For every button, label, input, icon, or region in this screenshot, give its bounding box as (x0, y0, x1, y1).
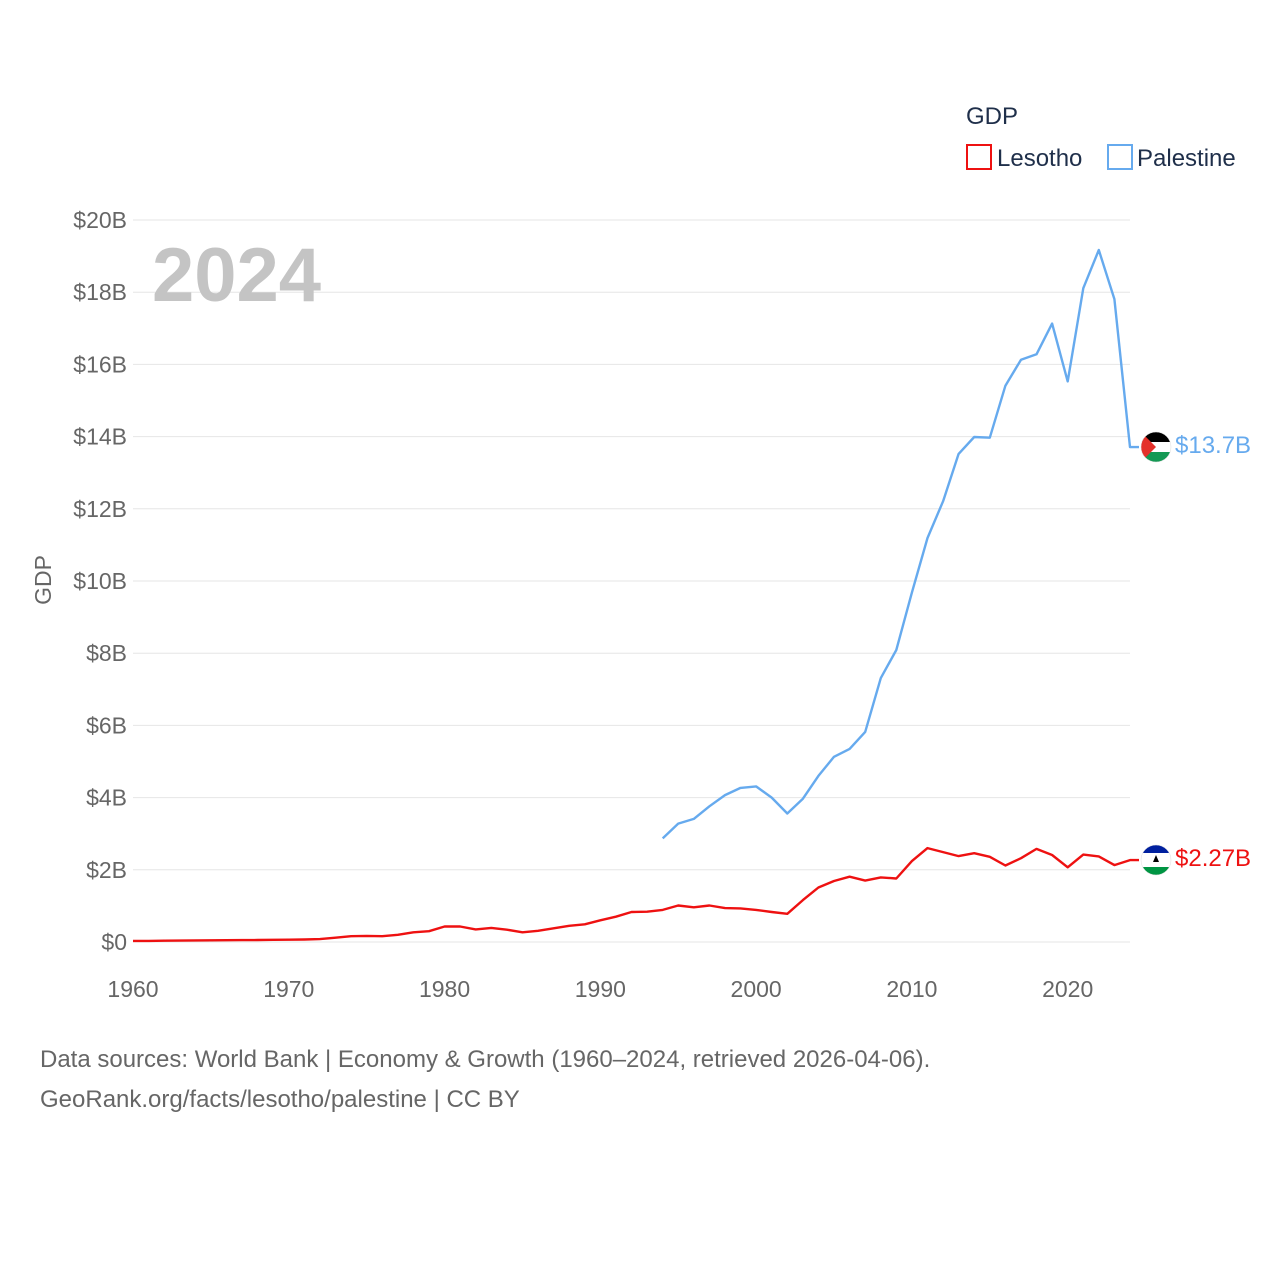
gridlines (133, 219, 1130, 943)
x-tick-label: 2000 (731, 976, 782, 1002)
series-line-palestine[interactable] (661, 248, 1139, 840)
lesotho-flag-icon (1141, 845, 1171, 875)
source-line-2: GeoRank.org/facts/lesotho/palestine | CC… (40, 1086, 520, 1113)
source-line-1: Data sources: World Bank | Economy & Gro… (40, 1046, 931, 1073)
y-axis-title: GDP (30, 555, 56, 605)
y-tick-label: $8B (86, 640, 127, 666)
legend-label-palestine: Palestine (1137, 145, 1236, 172)
x-axis-ticks: 1960 1970 1980 1990 2000 2010 2020 (107, 976, 1093, 1002)
legend-swatch-lesotho (966, 144, 992, 170)
y-tick-label: $14B (73, 424, 127, 450)
y-tick-label: $0 (101, 929, 127, 955)
x-tick-label: 1960 (107, 976, 158, 1002)
legend-label-lesotho: Lesotho (997, 145, 1082, 172)
y-tick-label: $16B (73, 351, 127, 377)
x-tick-label: 2020 (1042, 976, 1093, 1002)
y-tick-label: $12B (73, 496, 127, 522)
year-label: 2024 (152, 233, 321, 318)
y-tick-label: $6B (86, 712, 127, 738)
series-lines (133, 248, 1139, 943)
y-tick-label: $20B (73, 207, 127, 233)
legend-item-palestine[interactable]: Palestine (1107, 144, 1236, 172)
x-tick-label: 1990 (575, 976, 626, 1002)
x-tick-label: 1980 (419, 976, 470, 1002)
end-label-lesotho: $2.27B (1175, 845, 1251, 872)
series-line-lesotho[interactable] (133, 846, 1139, 943)
x-tick-label: 1970 (263, 976, 314, 1002)
x-tick-label: 2010 (886, 976, 937, 1002)
y-tick-label: $18B (73, 279, 127, 305)
legend-title: GDP (966, 103, 1018, 130)
palestine-flag-icon (1141, 432, 1171, 462)
end-label-palestine: $13.7B (1175, 432, 1251, 459)
legend-item-lesotho[interactable]: Lesotho (966, 144, 1082, 172)
y-tick-label: $4B (86, 785, 127, 811)
y-tick-label: $2B (86, 857, 127, 883)
y-axis-ticks: $0 $2B $4B $6B $8B $10B $12B $14B $16B $18B $20B (73, 207, 127, 955)
y-tick-label: $10B (73, 568, 127, 594)
data-source-footer: Data sources: World Bank | Economy & Gro… (40, 1040, 1240, 1120)
legend-swatch-palestine (1107, 144, 1133, 170)
gdp-line-chart: GDP Lesotho Palestine $0 $2B $4B $6B $8B $10B… (30, 103, 1251, 1002)
